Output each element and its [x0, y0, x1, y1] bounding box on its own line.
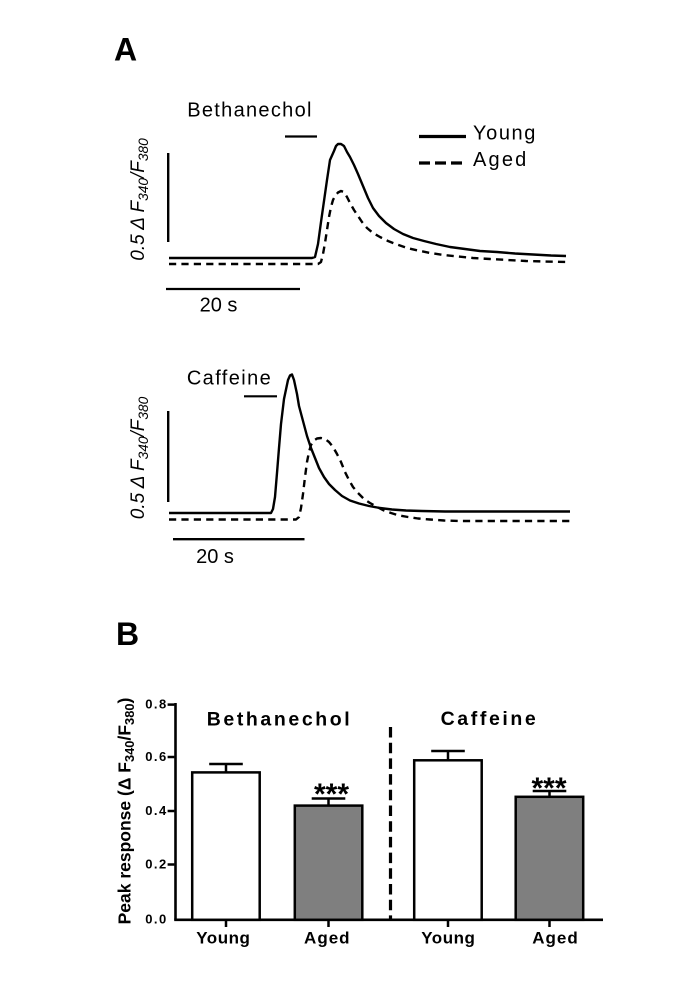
svg-text:Young: Young	[421, 928, 475, 947]
svg-text:Caffeine: Caffeine	[441, 708, 539, 730]
svg-text:B: B	[116, 616, 139, 652]
svg-text:0.5 Δ F340/F380: 0.5 Δ F340/F380	[128, 396, 151, 519]
svg-text:Bethanechol: Bethanechol	[207, 709, 353, 731]
svg-text:0.6: 0.6	[145, 749, 168, 764]
svg-text:0.5 Δ F340/F380: 0.5 Δ F340/F380	[128, 138, 151, 261]
svg-text:0.8: 0.8	[145, 697, 168, 712]
svg-text:***: ***	[314, 778, 349, 811]
svg-text:0.0: 0.0	[145, 912, 168, 927]
svg-text:Caffeine: Caffeine	[187, 368, 272, 390]
svg-text:Aged: Aged	[304, 928, 351, 947]
svg-text:Young: Young	[196, 928, 250, 947]
svg-text:Bethanechol: Bethanechol	[187, 100, 313, 122]
svg-text:***: ***	[531, 772, 566, 805]
svg-text:Aged: Aged	[532, 928, 579, 947]
svg-text:A: A	[114, 32, 137, 68]
svg-text:Peak response (Δ F340/F380): Peak response (Δ F340/F380)	[115, 698, 138, 925]
svg-text:Aged: Aged	[473, 149, 529, 171]
svg-text:20 s: 20 s	[196, 546, 234, 568]
svg-text:0.2: 0.2	[145, 856, 168, 871]
svg-text:Young: Young	[473, 123, 537, 145]
svg-text:0.4: 0.4	[145, 803, 168, 818]
svg-text:20 s: 20 s	[200, 295, 238, 317]
